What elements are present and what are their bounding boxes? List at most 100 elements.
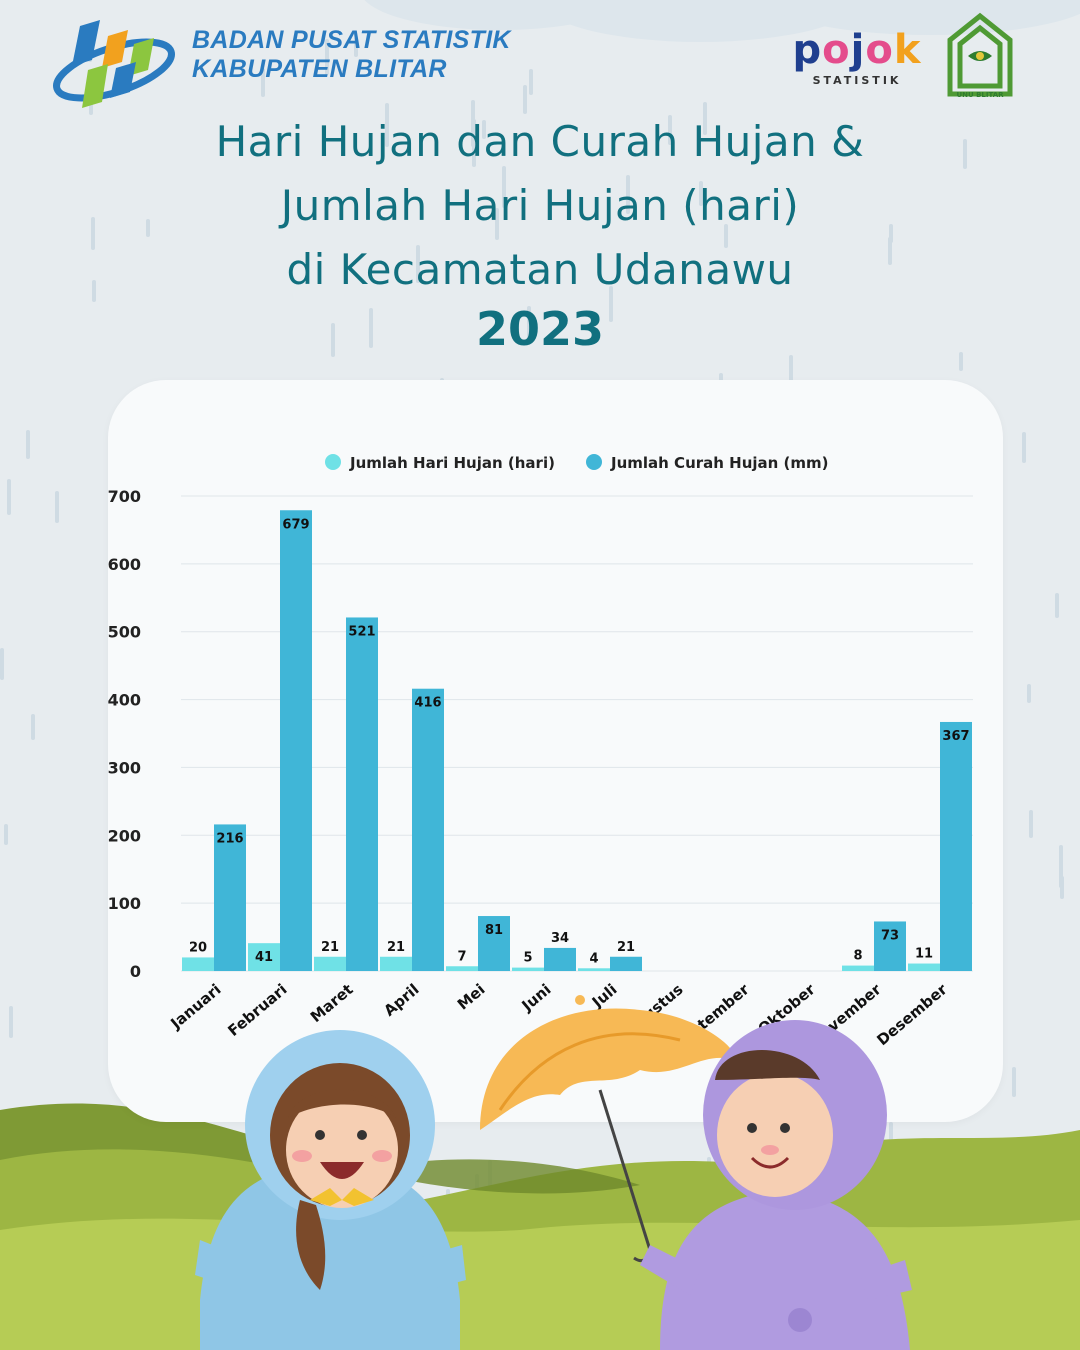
data-label: 34 — [551, 931, 569, 946]
legend-marker-1 — [325, 454, 341, 470]
org-line-1: BADAN PUSAT STATISTIK — [192, 26, 511, 54]
legend-label-1: Jumlah Hari Hujan (hari) — [349, 454, 555, 472]
rain-drop — [888, 237, 892, 265]
rain-drop — [325, 39, 329, 75]
rain-drop — [1055, 593, 1059, 618]
bar-hari-hujan — [578, 968, 610, 971]
legend-marker-2 — [586, 454, 602, 470]
bar-hari-hujan — [182, 957, 214, 971]
rain-drop — [1029, 810, 1033, 838]
bar-hari-hujan — [380, 956, 412, 971]
data-label: 216 — [216, 831, 243, 846]
bar-hari-hujan — [446, 966, 478, 971]
data-label: 20 — [189, 940, 207, 955]
cloud-shapes — [364, 0, 1080, 42]
data-label: 5 — [523, 951, 532, 966]
bar-curah-hujan — [940, 721, 972, 971]
title-line-3: di Kecamatan Udanawu — [286, 245, 794, 294]
unu-blitar-logo — [947, 12, 1013, 97]
x-tick-label: Juli — [588, 980, 621, 1011]
data-label: 41 — [255, 950, 273, 965]
rain-drop — [4, 824, 8, 845]
data-label: 521 — [348, 624, 375, 639]
rain-drop — [699, 181, 703, 206]
rain-drop — [889, 1122, 893, 1144]
bar-curah-hujan — [610, 956, 642, 971]
rain-drop — [261, 68, 265, 97]
data-label: 21 — [321, 940, 339, 955]
data-label: 21 — [617, 940, 635, 955]
data-label: 367 — [942, 729, 969, 744]
x-tick-label: Mei — [454, 980, 489, 1013]
y-tick-label: 700 — [108, 487, 141, 506]
rain-drop — [609, 286, 613, 322]
bar-hari-hujan — [314, 956, 346, 971]
data-label: 7 — [457, 949, 466, 964]
rain-drop — [7, 479, 11, 515]
org-line-2: KABUPATEN BLITAR — [192, 55, 447, 83]
bar-hari-hujan — [512, 967, 544, 971]
pojok-word: pojok — [792, 27, 922, 73]
rain-drop — [91, 217, 95, 250]
rain-drop — [92, 280, 96, 302]
y-tick-label: 400 — [108, 691, 141, 710]
bar-curah-hujan — [346, 617, 378, 971]
rain-drop — [523, 85, 527, 114]
y-tick-label: 300 — [108, 758, 141, 777]
data-label: 8 — [853, 949, 862, 964]
rain-drop — [354, 37, 358, 57]
page-title: Hari Hujan dan Curah Hujan & Jumlah Hari… — [0, 110, 1080, 356]
x-tick-label: Juni — [518, 980, 555, 1015]
x-tick-label: November — [807, 980, 885, 1050]
x-tick-label: Januari — [166, 980, 224, 1033]
bar-curah-hujan — [214, 824, 246, 971]
hills — [0, 1103, 1080, 1350]
rain-drop — [385, 103, 389, 147]
rain-drop — [495, 208, 499, 240]
data-label: 679 — [282, 517, 309, 532]
rain-drop — [626, 175, 630, 214]
bar-curah-hujan — [478, 916, 510, 971]
rain-drop — [1012, 1067, 1016, 1097]
organization-name: BADAN PUSAT STATISTIK KABUPATEN BLITAR — [192, 26, 511, 84]
rain-drop — [369, 308, 373, 348]
x-tick-label: Desember — [873, 980, 951, 1049]
pojok-statistik-logo: pojok STATISTIK — [792, 30, 922, 87]
x-tick-label: Maret — [307, 980, 357, 1026]
rain-drop — [703, 102, 707, 135]
x-tick-label: Agustus — [622, 980, 686, 1038]
rain-drop — [529, 69, 533, 95]
data-label: 81 — [485, 923, 503, 938]
rain-drop — [502, 166, 506, 208]
bar-hari-hujan — [842, 965, 874, 971]
rain-drop — [1022, 432, 1026, 463]
rain-drop — [146, 219, 150, 237]
bar-curah-hujan — [874, 921, 906, 971]
rain-drop — [55, 491, 59, 523]
rain-drop — [482, 120, 486, 139]
bar-chart: 0 100 200 300 400 500 600 700 Jumlah Hari Hujan … — [108, 454, 973, 1054]
y-tick-label: 100 — [108, 894, 141, 913]
bar-curah-hujan — [280, 510, 312, 971]
title-line-2: Jumlah Hari Hujan (hari) — [280, 181, 800, 230]
y-tick-label: 0 — [130, 962, 141, 981]
rain-drop — [331, 323, 335, 357]
x-tick-label: Februari — [224, 980, 290, 1040]
x-tick-label: Oktober — [755, 980, 820, 1038]
y-tick-label: 500 — [108, 623, 141, 642]
data-label: 416 — [414, 696, 441, 711]
rain-drop — [0, 648, 4, 680]
unu-blitar-name: UNU BLITAR — [956, 91, 1004, 99]
rain-drop — [724, 224, 728, 248]
y-tick-label: 200 — [108, 826, 141, 845]
data-label: 11 — [915, 947, 933, 962]
y-tick-label: 600 — [108, 555, 141, 574]
pojok-subtitle: STATISTIK — [812, 74, 902, 87]
rain-drop — [1027, 684, 1031, 703]
bar-hari-hujan — [908, 963, 940, 971]
data-label: 21 — [387, 940, 405, 955]
bar-curah-hujan — [412, 688, 444, 971]
rain-drop — [9, 1006, 13, 1038]
rain-drop — [963, 139, 967, 169]
bar-hari-hujan — [248, 943, 280, 971]
